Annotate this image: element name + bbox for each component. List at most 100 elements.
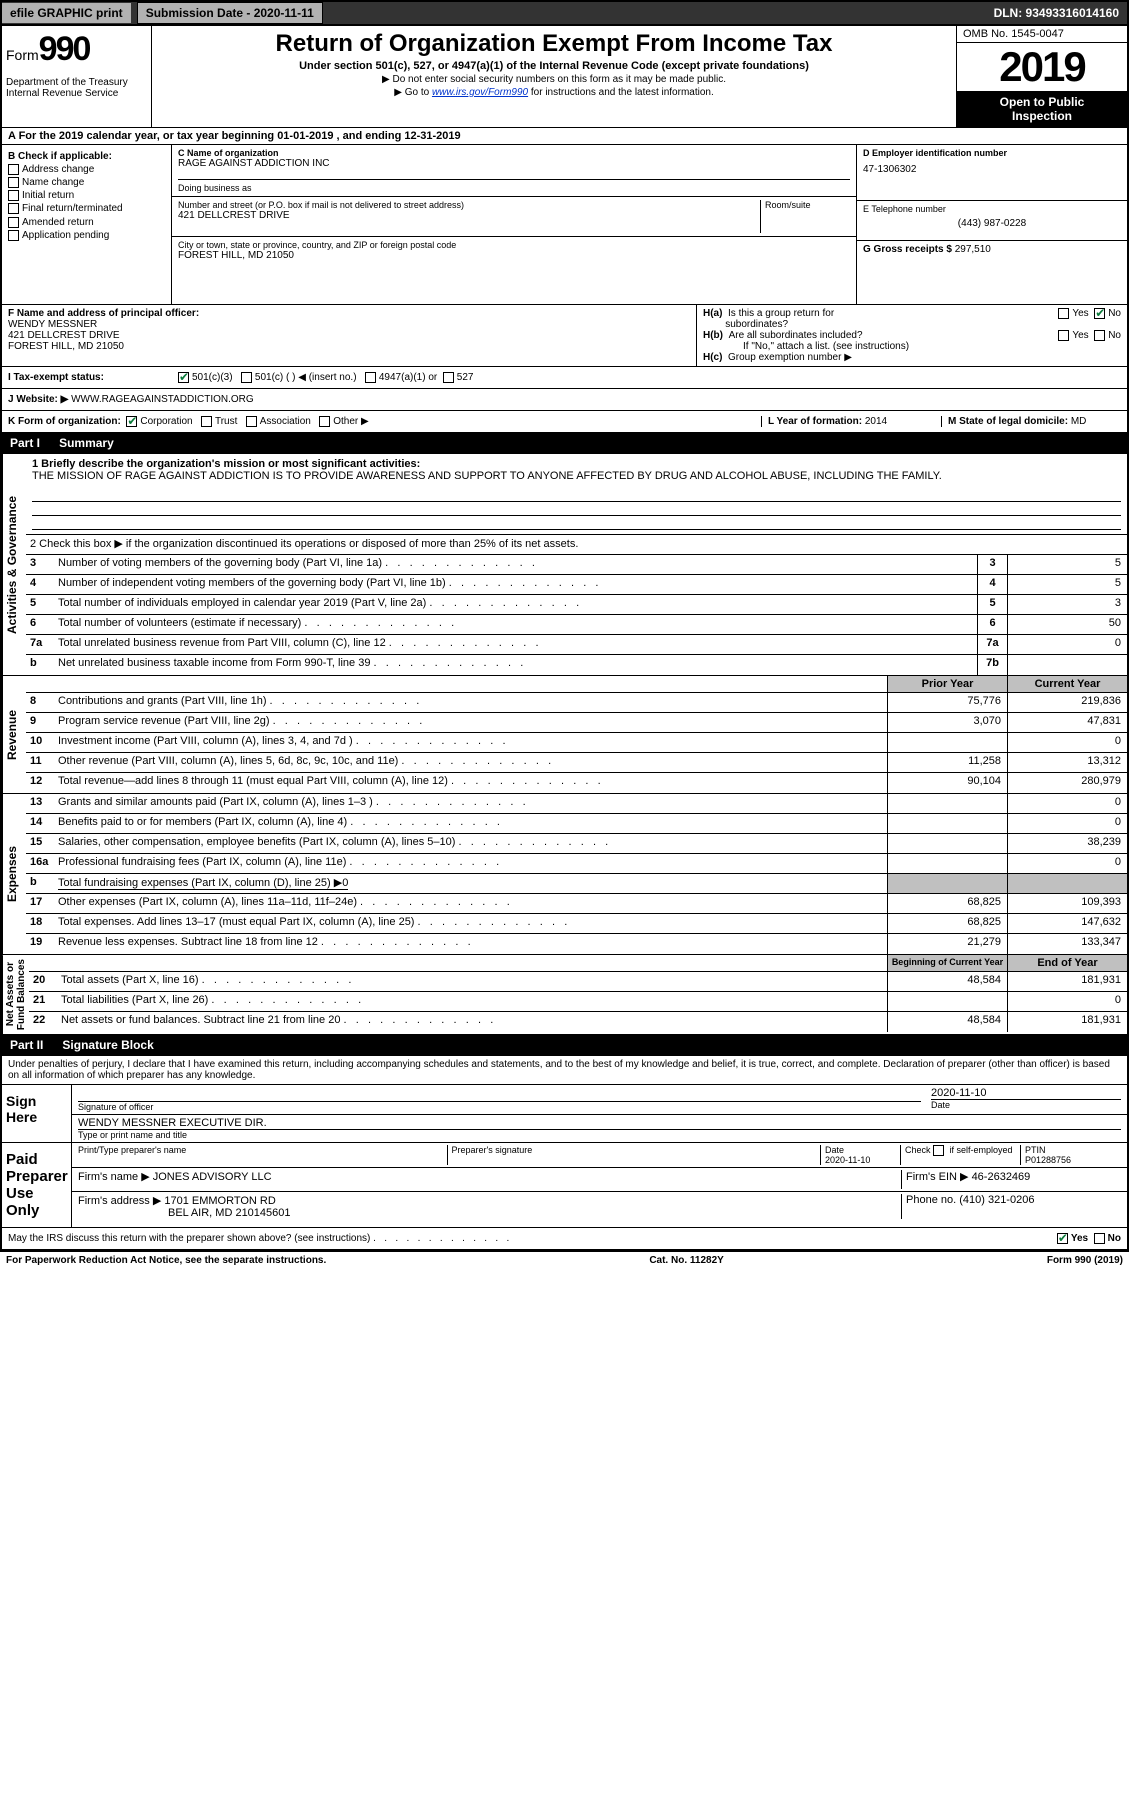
dept: Department of the Treasury Internal Reve… (6, 77, 147, 99)
side-expenses: Expenses (2, 794, 26, 954)
ptin-lbl: PTIN (1025, 1145, 1046, 1155)
footer-mid: Cat. No. 11282Y (649, 1255, 723, 1266)
efile-label[interactable]: efile GRAPHIC print (2, 3, 131, 23)
ck-ha-no[interactable] (1094, 308, 1105, 319)
line2: 2 Check this box ▶ if the organization d… (26, 535, 1127, 554)
ein: 47-1306302 (863, 164, 1121, 175)
hb-attach: If "No," attach a list. (see instruction… (703, 341, 1121, 352)
taxexempt-lbl: I Tax-exempt status: (8, 372, 104, 383)
irs-link[interactable]: www.irs.gov/Form990 (432, 87, 528, 98)
ck-501c[interactable] (241, 372, 252, 383)
officer-addr1: 421 DELLCREST DRIVE (8, 330, 690, 341)
sign-type-lbl: Type or print name and title (78, 1129, 1121, 1140)
firm-lbl: Firm's name ▶ (78, 1171, 150, 1183)
firm-ein: 46-2632469 (972, 1171, 1031, 1183)
end-hdr: End of Year (1007, 955, 1127, 971)
firm-addr1: 1701 EMMORTON RD (164, 1195, 275, 1207)
ck-name[interactable] (8, 177, 19, 188)
firm-addr2: BEL AIR, MD 210145601 (78, 1207, 901, 1219)
part2-num: Part II (2, 1035, 51, 1055)
dba-lbl: Doing business as (178, 183, 850, 193)
website-lbl: J Website: ▶ (8, 394, 68, 405)
form-number: 990 (39, 30, 90, 68)
curr-hdr: Current Year (1007, 676, 1127, 692)
period-row: A For the 2019 calendar year, or tax yea… (2, 128, 1127, 145)
side-revenue: Revenue (2, 676, 26, 793)
ck-4947[interactable] (365, 372, 376, 383)
prior-hdr: Prior Year (887, 676, 1007, 692)
firm-addr-lbl: Firm's address ▶ (78, 1195, 161, 1207)
prep-date: 2020-11-10 (825, 1155, 870, 1165)
ck-address[interactable] (8, 164, 19, 175)
ck-discuss-yes[interactable] (1057, 1233, 1068, 1244)
part2-title: Signature Block (54, 1038, 153, 1052)
ptin: P01288756 (1025, 1155, 1071, 1165)
check-applicable-col: B Check if applicable: Address change Na… (2, 145, 172, 304)
note-goto-post: for instructions and the latest informat… (531, 87, 714, 98)
submission-date: Submission Date - 2020-11-11 (137, 2, 323, 24)
ck-501c3[interactable] (178, 372, 189, 383)
sign-here: Sign Here (2, 1085, 72, 1142)
ck-pending[interactable] (8, 230, 19, 241)
note-ssn: ▶ Do not enter social security numbers o… (160, 74, 948, 85)
ck-other[interactable] (319, 416, 330, 427)
city-lbl: City or town, state or province, country… (178, 240, 850, 250)
ck-selfemp[interactable] (933, 1145, 944, 1156)
firm-phone-lbl: Phone no. (906, 1194, 956, 1206)
hc-lbl: Group exemption number ▶ (728, 352, 852, 363)
room-lbl: Room/suite (765, 200, 850, 210)
ck-527[interactable] (443, 372, 454, 383)
mission-lbl: 1 Briefly describe the organization's mi… (32, 458, 420, 470)
prep-sig-lbl: Preparer's signature (448, 1145, 822, 1165)
sig-officer-lbl: Signature of officer (78, 1101, 921, 1112)
form-org-lbl: K Form of organization: (8, 416, 121, 427)
firm-ein-lbl: Firm's EIN ▶ (906, 1171, 969, 1183)
ck-assoc[interactable] (246, 416, 257, 427)
subtitle: Under section 501(c), 527, or 4947(a)(1)… (160, 60, 948, 72)
sign-name: WENDY MESSNER EXECUTIVE DIR. (78, 1117, 1121, 1129)
ck-amended[interactable] (8, 217, 19, 228)
ck-corp[interactable] (126, 416, 137, 427)
phone-lbl: E Telephone number (863, 204, 1121, 214)
prep-print-lbl: Print/Type preparer's name (78, 1145, 448, 1165)
addr-lbl: Number and street (or P.O. box if mail i… (178, 200, 760, 210)
year-form-lbl: L Year of formation: (768, 416, 862, 427)
prep-selfemp: Check if self-employed (905, 1145, 1013, 1155)
main-title: Return of Organization Exempt From Incom… (160, 30, 948, 58)
gross-lbl: G Gross receipts $ (863, 244, 952, 255)
footer-right: Form 990 (2019) (1047, 1255, 1123, 1266)
open-public: Open to Public Inspection (957, 91, 1127, 127)
form-word: Form (6, 47, 39, 63)
dln: DLN: 93493316014160 (986, 3, 1127, 23)
ck-hb-no[interactable] (1094, 330, 1105, 341)
tax-year: 2019 (957, 43, 1127, 91)
ck-final[interactable] (8, 203, 19, 214)
website-url: WWW.RAGEAGAINSTADDICTION.ORG (71, 394, 254, 405)
part1-num: Part I (2, 433, 48, 453)
ck-hb-yes[interactable] (1058, 330, 1069, 341)
state-domicile: MD (1071, 416, 1087, 427)
phone: (443) 987-0228 (863, 218, 1121, 229)
ha-lbl: Is this a group return for (728, 308, 834, 319)
side-net: Net Assets or Fund Balances (2, 955, 29, 1034)
gross-receipts: 297,510 (955, 244, 991, 255)
ck-initial[interactable] (8, 190, 19, 201)
officer-addr2: FOREST HILL, MD 21050 (8, 341, 690, 352)
penalty-txt: Under penalties of perjury, I declare th… (2, 1056, 1127, 1085)
ein-lbl: D Employer identification number (863, 148, 1121, 158)
prep-date-lbl: Date (825, 1145, 844, 1155)
city-state-zip: FOREST HILL, MD 21050 (178, 250, 850, 261)
org-name-lbl: C Name of organization (178, 148, 279, 158)
ck-discuss-no[interactable] (1094, 1233, 1105, 1244)
note-goto-pre: ▶ Go to (394, 87, 432, 98)
mission-txt: THE MISSION OF RAGE AGAINST ADDICTION IS… (32, 470, 1121, 482)
year-form: 2014 (865, 416, 887, 427)
org-name: RAGE AGAINST ADDICTION INC (178, 158, 850, 169)
check-b-label: B Check if applicable: (8, 151, 165, 162)
ck-ha-yes[interactable] (1058, 308, 1069, 319)
ck-trust[interactable] (201, 416, 212, 427)
hb-lbl: Are all subordinates included? (729, 330, 863, 341)
officer-lbl: F Name and address of principal officer: (8, 308, 199, 319)
sign-date-lbl: Date (931, 1099, 1121, 1110)
firm-name: JONES ADVISORY LLC (153, 1171, 272, 1183)
